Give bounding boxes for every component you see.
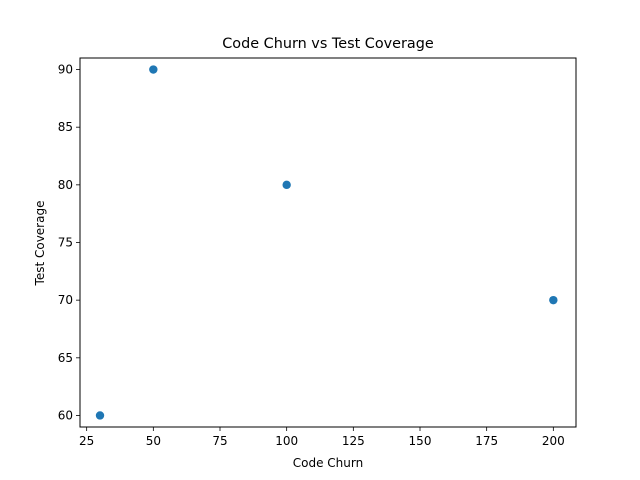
y-tick-label: 70 [58,293,73,307]
x-tick-label: 125 [342,434,365,448]
x-tick-label: 175 [475,434,498,448]
chart-title: Code Churn vs Test Coverage [222,36,434,52]
y-tick-label: 80 [58,178,73,192]
x-tick-label: 150 [409,434,432,448]
x-tick-label: 100 [275,434,298,448]
y-tick-label: 75 [58,236,73,250]
x-axis-ticks: 25 50 75 100 125 150 175 200 [79,427,565,448]
x-tick-label: 75 [212,434,227,448]
x-tick-label: 25 [79,434,94,448]
y-axis-label: Test Coverage [33,201,47,287]
scatter-point [149,65,158,74]
x-tick-label: 50 [146,434,161,448]
y-tick-label: 60 [58,408,73,422]
scatter-point [282,180,291,190]
y-tick-label: 85 [58,120,73,134]
x-tick-label: 200 [542,434,565,448]
scatter-point [549,295,558,305]
y-axis-ticks: 60 65 70 75 80 85 90 [58,63,80,422]
x-axis-label: Code Churn [293,456,363,470]
y-tick-label: 65 [58,351,73,365]
plot-area-frame [79,57,577,428]
y-tick-label: 90 [58,63,73,77]
scatter-point [95,411,105,420]
data-points [95,65,558,420]
